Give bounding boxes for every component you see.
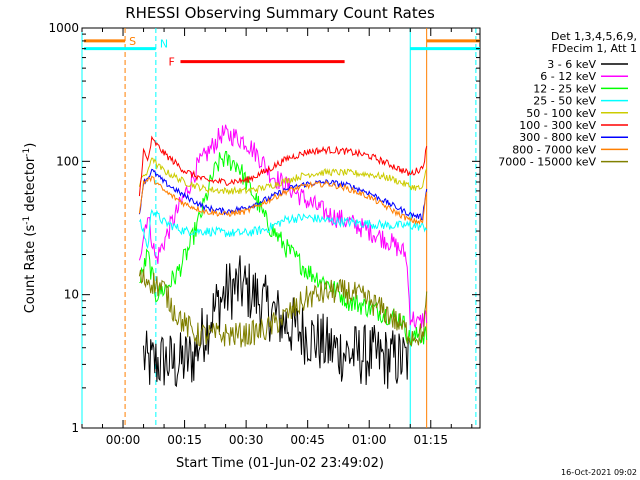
- legend-label: 50 - 100 keV: [526, 107, 596, 120]
- legend-label: 7000 - 15000 keV: [498, 156, 596, 169]
- legend-label: 6 - 12 keV: [540, 70, 596, 83]
- series-line: [138, 168, 428, 221]
- series-line: [138, 135, 428, 197]
- flag-label: S: [129, 35, 136, 48]
- legend-label: 100 - 300 keV: [519, 119, 596, 132]
- y-axis-label: Count Rate (s-1 detector-1): [22, 143, 38, 314]
- legend-label: 12 - 25 keV: [533, 82, 596, 95]
- y-tick-label: 10: [64, 288, 79, 302]
- series-line: [143, 255, 411, 389]
- x-tick-label: 00:30: [229, 433, 264, 447]
- legend-header-line-2: FDecim 1, Att 1: [552, 42, 637, 55]
- x-tick-label: 00:15: [167, 433, 202, 447]
- series-line: [138, 157, 428, 195]
- y-axis-label-sup2: -1: [22, 148, 32, 157]
- flag-label: F: [168, 56, 174, 69]
- series-line: [139, 150, 428, 347]
- series-line: [138, 269, 428, 348]
- chart-title: RHESSI Observing Summary Count Rates: [125, 4, 435, 22]
- axes-layer: 1 10 100 1000 00:00 00:15 00:30 00:45 01:00 01:15: [48, 21, 480, 447]
- series-line: [138, 208, 428, 250]
- x-axis-label: Start Time (01-Jun-02 23:49:02): [176, 456, 384, 471]
- legend: Det 1,3,4,5,6,9, FDecim 1, Att 1 3 - 6 k…: [498, 30, 637, 169]
- legend-label: 25 - 50 keV: [533, 95, 596, 108]
- legend-header-line-1: Det 1,3,4,5,6,9,: [551, 30, 637, 43]
- y-tick-label: 100: [56, 154, 79, 168]
- x-tick-label: 01:00: [352, 433, 387, 447]
- x-tick-label: 00:00: [106, 433, 141, 447]
- y-tick-label: 1000: [48, 21, 79, 35]
- flags-layer: S NF: [81, 28, 480, 428]
- y-axis-label-mid: detector: [23, 156, 38, 216]
- legend-label: 800 - 7000 keV: [512, 143, 596, 156]
- y-axis-label-sup1: -1: [22, 216, 32, 225]
- x-tick-label: 00:45: [290, 433, 325, 447]
- series-line: [138, 175, 428, 226]
- x-tick-label: 01:15: [413, 433, 448, 447]
- timestamp: 16-Oct-2021 09:02: [561, 468, 637, 477]
- flag-label: N: [160, 38, 168, 51]
- y-axis-label-end: ): [23, 143, 38, 148]
- legend-label: 300 - 800 keV: [519, 131, 596, 144]
- legend-label: 3 - 6 keV: [547, 58, 596, 71]
- series-layer: [138, 124, 428, 389]
- y-axis-label-main: Count Rate (s: [23, 225, 38, 314]
- y-tick-label: 1: [71, 421, 79, 435]
